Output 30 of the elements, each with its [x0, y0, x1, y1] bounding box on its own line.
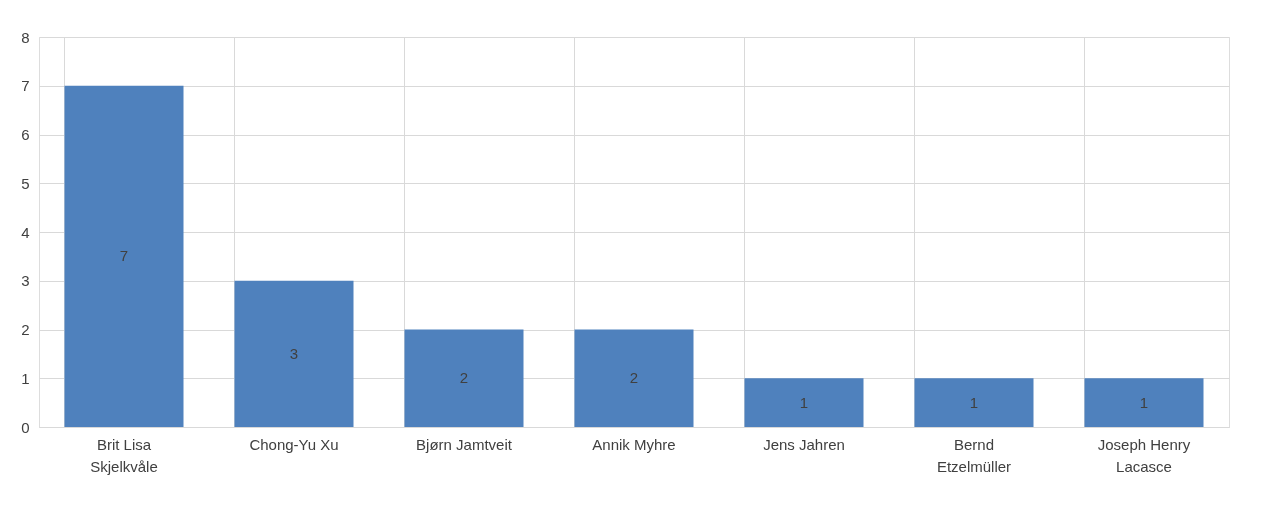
data-label: 1 — [799, 393, 809, 411]
data-label: 7 — [119, 247, 129, 265]
x-tick-label: Jens Jahren — [763, 435, 845, 453]
bar — [404, 329, 524, 427]
x-tick-label: Brit Lisa Skjelkvåle — [90, 435, 158, 475]
x-tick-label: Bernd Etzelmüller — [936, 435, 1012, 475]
y-tick-label: 5 — [21, 174, 30, 192]
data-label: 2 — [629, 369, 639, 387]
y-tick-label: 1 — [21, 369, 30, 387]
bar — [64, 85, 184, 427]
y-tick-label: 3 — [21, 272, 30, 290]
data-label: 2 — [459, 369, 469, 387]
x-tick-label: Chong-Yu Xu — [249, 435, 339, 453]
y-tick-label: 4 — [21, 223, 30, 241]
data-label: 3 — [289, 344, 299, 362]
data-label: 1 — [969, 393, 979, 411]
data-label: 1 — [1139, 393, 1149, 411]
y-tick-label: 0 — [21, 418, 30, 436]
y-tick-label: 7 — [21, 77, 30, 95]
y-tick-label: 8 — [21, 28, 30, 46]
bar — [234, 280, 354, 427]
bar — [744, 378, 864, 427]
x-tick-label: Bjørn Jamtveit — [416, 435, 513, 453]
x-tick-label: Joseph Henry Lacasce — [1097, 435, 1191, 475]
bar — [1084, 378, 1204, 427]
bar — [914, 378, 1034, 427]
x-tick-label: Annik Myhre — [592, 435, 676, 453]
y-tick-label: 6 — [21, 126, 30, 143]
bar — [574, 329, 694, 427]
y-tick-label: 2 — [21, 321, 30, 338]
